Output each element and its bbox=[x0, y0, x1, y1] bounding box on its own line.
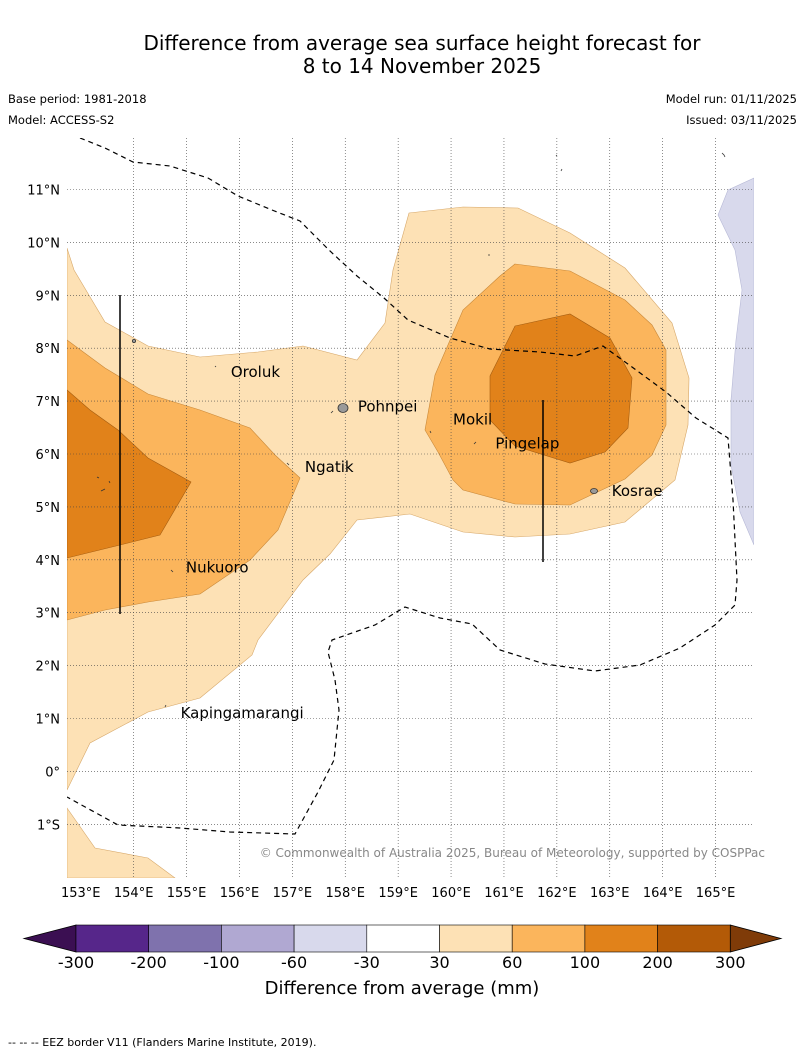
eez-border-north bbox=[67, 138, 738, 835]
colorbar-segment bbox=[584, 924, 658, 953]
colorbar-extend-high bbox=[729, 924, 783, 953]
eez-borders bbox=[67, 138, 738, 835]
lon-label: 153°E bbox=[61, 886, 101, 901]
model-name: Model: ACCESS-S2 bbox=[8, 113, 115, 127]
chart-title: Difference from average sea surface heig… bbox=[0, 32, 804, 78]
contour-fill-layer bbox=[67, 177, 754, 878]
islet-marks bbox=[96, 152, 726, 708]
colorbar-tick: -30 bbox=[354, 953, 380, 972]
lon-label: 155°E bbox=[167, 886, 207, 901]
lat-label: 4°N bbox=[36, 554, 61, 569]
lon-label: 158°E bbox=[325, 886, 365, 901]
colorbar-segment bbox=[148, 924, 222, 953]
lon-label: 159°E bbox=[378, 886, 418, 901]
colorbar-title: Difference from average (mm) bbox=[264, 978, 540, 999]
place-label: Nukuoro bbox=[186, 559, 249, 577]
gridlines bbox=[67, 138, 754, 878]
lon-label: 157°E bbox=[273, 886, 313, 901]
colorbar bbox=[22, 924, 783, 953]
contour-neg30-neg60-east bbox=[717, 177, 754, 546]
title-line-2: 8 to 14 November 2025 bbox=[302, 54, 542, 78]
lon-label: 164°E bbox=[643, 886, 683, 901]
eez-footnote: -- -- -- EEZ border V11 (Flanders Marine… bbox=[8, 1036, 317, 1049]
colorbar-segment bbox=[293, 924, 368, 953]
lat-label: 9°N bbox=[36, 289, 61, 304]
place-label: Oroluk bbox=[231, 363, 280, 381]
lon-label: 163°E bbox=[590, 886, 630, 901]
lon-label: 161°E bbox=[484, 886, 524, 901]
lat-label: 1°N bbox=[36, 713, 61, 728]
colorbar-tick: -60 bbox=[281, 953, 307, 972]
lat-label: 0° bbox=[45, 765, 60, 780]
colorbar-tick: -100 bbox=[203, 953, 239, 972]
lat-label: 2°N bbox=[36, 660, 61, 675]
colorbar-tick: 60 bbox=[502, 953, 522, 972]
lon-label: 156°E bbox=[220, 886, 260, 901]
title-line-1: Difference from average sea surface heig… bbox=[143, 31, 701, 55]
place-label: Ngatik bbox=[305, 458, 354, 476]
colorbar-tick: 300 bbox=[715, 953, 746, 972]
issued-date: Issued: 03/11/2025 bbox=[686, 113, 797, 127]
place-label: Pohnpei bbox=[358, 397, 418, 415]
copyright-notice: © Commonwealth of Australia 2025, Bureau… bbox=[260, 846, 765, 860]
contour-30-60-southwest bbox=[67, 807, 176, 878]
longitude-labels: 153°E 154°E 155°E 156°E 157°E 158°E 159°E 160°E… bbox=[61, 886, 735, 901]
colorbar-segment bbox=[439, 924, 513, 953]
lat-label: 6°N bbox=[36, 448, 61, 463]
lon-label: 154°E bbox=[114, 886, 154, 901]
islet-oroluk-area bbox=[131, 338, 136, 343]
pohnpei-island bbox=[337, 403, 349, 413]
place-label: Kapingamarangi bbox=[181, 704, 304, 722]
colorbar-tick: -300 bbox=[58, 953, 94, 972]
islands bbox=[96, 152, 726, 708]
lat-label: 7°N bbox=[36, 395, 61, 410]
lat-label: 1°S bbox=[37, 818, 60, 833]
colorbar-tick-labels: -300 -200 -100 -60 -30 30 60 100 200 300 bbox=[58, 953, 746, 972]
kosrae-island bbox=[590, 488, 598, 494]
lat-label: 3°N bbox=[36, 607, 61, 622]
colorbar-segment bbox=[366, 924, 440, 953]
place-label: Mokil bbox=[453, 411, 492, 429]
colorbar-tick: 200 bbox=[642, 953, 673, 972]
place-label: Kosrae bbox=[612, 482, 663, 500]
place-label: Pingelap bbox=[495, 434, 559, 452]
contour-100-200-west bbox=[67, 389, 192, 559]
colorbar-extend-low bbox=[22, 924, 77, 953]
colorbar-segment bbox=[511, 924, 586, 953]
lat-label: 11°N bbox=[27, 184, 60, 199]
colorbar-segment bbox=[75, 924, 149, 953]
lon-label: 160°E bbox=[431, 886, 471, 901]
model-run: Model run: 01/11/2025 bbox=[665, 92, 797, 106]
lat-label: 10°N bbox=[27, 236, 60, 251]
lon-label: 162°E bbox=[537, 886, 577, 901]
colorbar-segment bbox=[221, 924, 295, 953]
lat-label: 8°N bbox=[36, 342, 61, 357]
colorbar-tick: 30 bbox=[429, 953, 449, 972]
lat-label: 5°N bbox=[36, 501, 61, 516]
colorbar-tick: 100 bbox=[570, 953, 601, 972]
latitude-labels: 11°N 10°N 9°N 8°N 7°N 6°N 5°N 4°N 3°N 2°N 1°N 0° 1°S bbox=[27, 184, 60, 834]
colorbar-segment bbox=[657, 924, 731, 953]
colorbar-tick: -200 bbox=[131, 953, 167, 972]
lon-label: 165°E bbox=[696, 886, 736, 901]
base-period: Base period: 1981-2018 bbox=[8, 92, 147, 106]
